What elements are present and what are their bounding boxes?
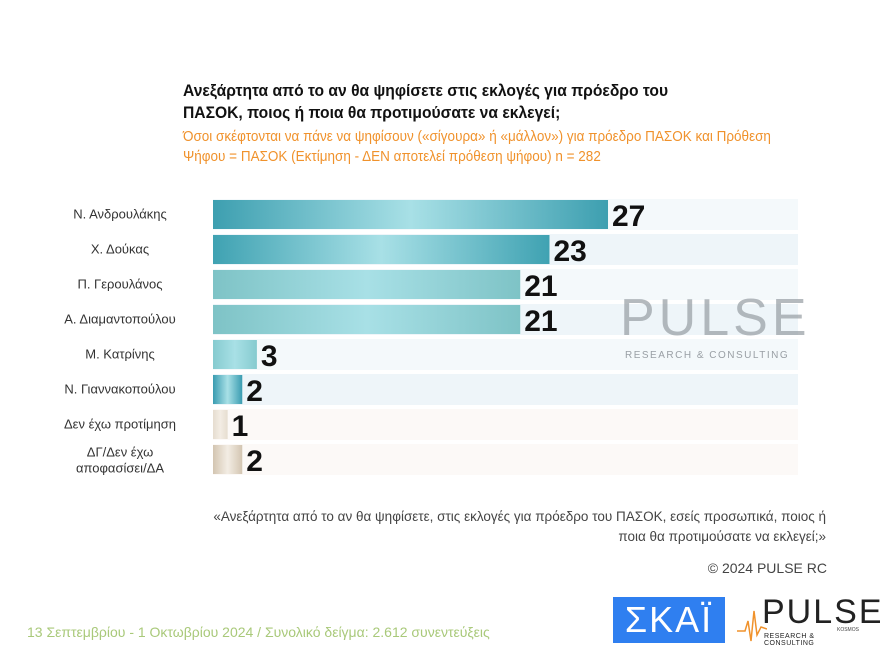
data-label: 27: [612, 200, 645, 233]
watermark-logo: PULSE: [620, 289, 811, 347]
data-label: 21: [524, 305, 557, 338]
copyright: © 2024 PULSE RC: [707, 560, 827, 576]
category-label: ΔΓ/Δεν έχω αποφασίσει/ΔΑ: [76, 445, 164, 476]
data-label: 3: [261, 340, 278, 373]
category-label: Ν. Γιαννακοπούλου: [64, 382, 175, 397]
question-note: «Ανεξάρτητα από το αν θα ψηφίσετε, στις …: [213, 509, 826, 544]
bar: [213, 375, 243, 404]
pulse-logo: PULSE KOSMOS RESEARCH & CONSULTING: [737, 593, 880, 647]
row-band: [213, 444, 798, 475]
chart-title: Ανεξάρτητα από το αν θα ψηφίσετε στις εκ…: [183, 81, 669, 122]
data-label: 2: [246, 445, 263, 478]
bar: [213, 340, 257, 369]
category-label: Δεν έχω προτίμηση: [64, 417, 176, 432]
row-band: [213, 339, 798, 370]
row-band: [213, 374, 798, 405]
bar: [213, 270, 521, 299]
category-label: Π. Γερουλάνος: [77, 277, 162, 292]
pulse-logo-text: PULSE: [762, 593, 880, 631]
category-label: Ν. Ανδρουλάκης: [73, 207, 167, 222]
chart-subtitle: Όσοι σκέφτονται να πάνε να ψηφίσουν («σί…: [183, 128, 771, 165]
bar: [213, 305, 521, 334]
skai-logo: ΣΚΑΪ: [613, 597, 725, 643]
bar: [213, 445, 243, 474]
watermark-tagline: RESEARCH & CONSULTING: [625, 350, 790, 361]
data-label: 23: [553, 235, 586, 268]
category-label: Χ. Δούκας: [91, 242, 149, 257]
bar: [213, 235, 550, 264]
row-band: [213, 409, 798, 440]
pulse-logo-sub: KOSMOS: [837, 627, 859, 633]
category-label: Μ. Κατρίνης: [85, 347, 155, 362]
data-label: 21: [524, 270, 557, 303]
pulse-logo-tagline: RESEARCH & CONSULTING: [764, 633, 815, 647]
pulse-wave-icon: [737, 610, 767, 642]
bar: [213, 410, 228, 439]
footer-fieldwork: 13 Σεπτεμβρίου - 1 Οκτωβρίου 2024 / Συνο…: [27, 624, 490, 640]
bar: [213, 200, 609, 229]
data-label: 2: [246, 375, 263, 408]
category-label: Α. Διαμαντοπούλου: [64, 312, 176, 327]
data-label: 1: [232, 410, 249, 443]
